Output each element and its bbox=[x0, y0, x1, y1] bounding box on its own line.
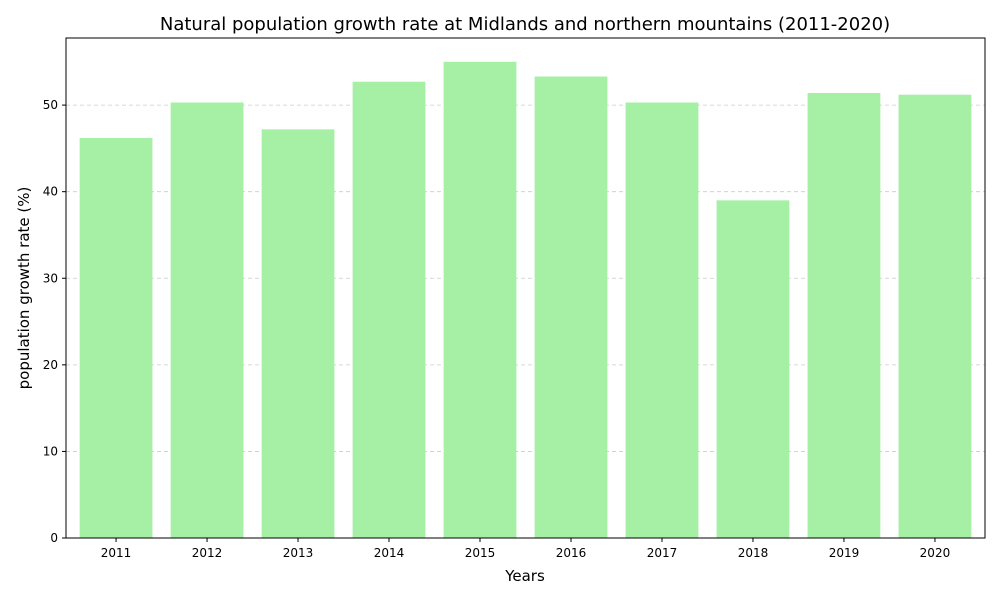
chart-title: Natural population growth rate at Midlan… bbox=[160, 14, 890, 35]
bar-2020 bbox=[898, 94, 972, 538]
y-tick-label: 20 bbox=[43, 358, 58, 372]
x-tick-label: 2019 bbox=[829, 546, 860, 560]
y-tick-label: 30 bbox=[43, 271, 58, 285]
y-tick-label: 0 bbox=[50, 531, 58, 545]
bar-2013 bbox=[261, 129, 335, 539]
x-tick-label: 2018 bbox=[738, 546, 769, 560]
y-tick-label: 40 bbox=[43, 185, 58, 199]
bar-2017 bbox=[625, 102, 699, 538]
bar-2018 bbox=[716, 200, 790, 539]
x-tick-label: 2020 bbox=[920, 546, 951, 560]
plot-frame bbox=[65, 37, 986, 539]
x-tick-label: 2014 bbox=[374, 546, 405, 560]
bar-2015 bbox=[443, 61, 517, 539]
x-tick-label: 2013 bbox=[283, 546, 314, 560]
bar-2019 bbox=[807, 92, 881, 538]
x-tick-label: 2016 bbox=[556, 546, 587, 560]
x-tick-label: 2017 bbox=[647, 546, 678, 560]
x-axis-ticks: 2011 2012 2013 2014 2015 2016 2017 2018 2019 2020 bbox=[101, 538, 950, 560]
x-tick-label: 2012 bbox=[192, 546, 223, 560]
bar-2014 bbox=[352, 81, 426, 538]
y-tick-label: 50 bbox=[43, 98, 58, 112]
bar-2016 bbox=[534, 76, 608, 538]
x-tick-label: 2015 bbox=[465, 546, 496, 560]
y-tick-label: 10 bbox=[43, 444, 58, 458]
bar-2012 bbox=[170, 102, 244, 538]
bars bbox=[79, 61, 972, 539]
y-axis-ticks: 0 10 20 30 40 50 bbox=[43, 98, 66, 545]
bar-2011 bbox=[79, 138, 153, 538]
x-axis-label: Years bbox=[504, 567, 545, 585]
x-tick-label: 2011 bbox=[101, 546, 132, 560]
y-axis-label: population growth rate (%) bbox=[15, 187, 33, 390]
